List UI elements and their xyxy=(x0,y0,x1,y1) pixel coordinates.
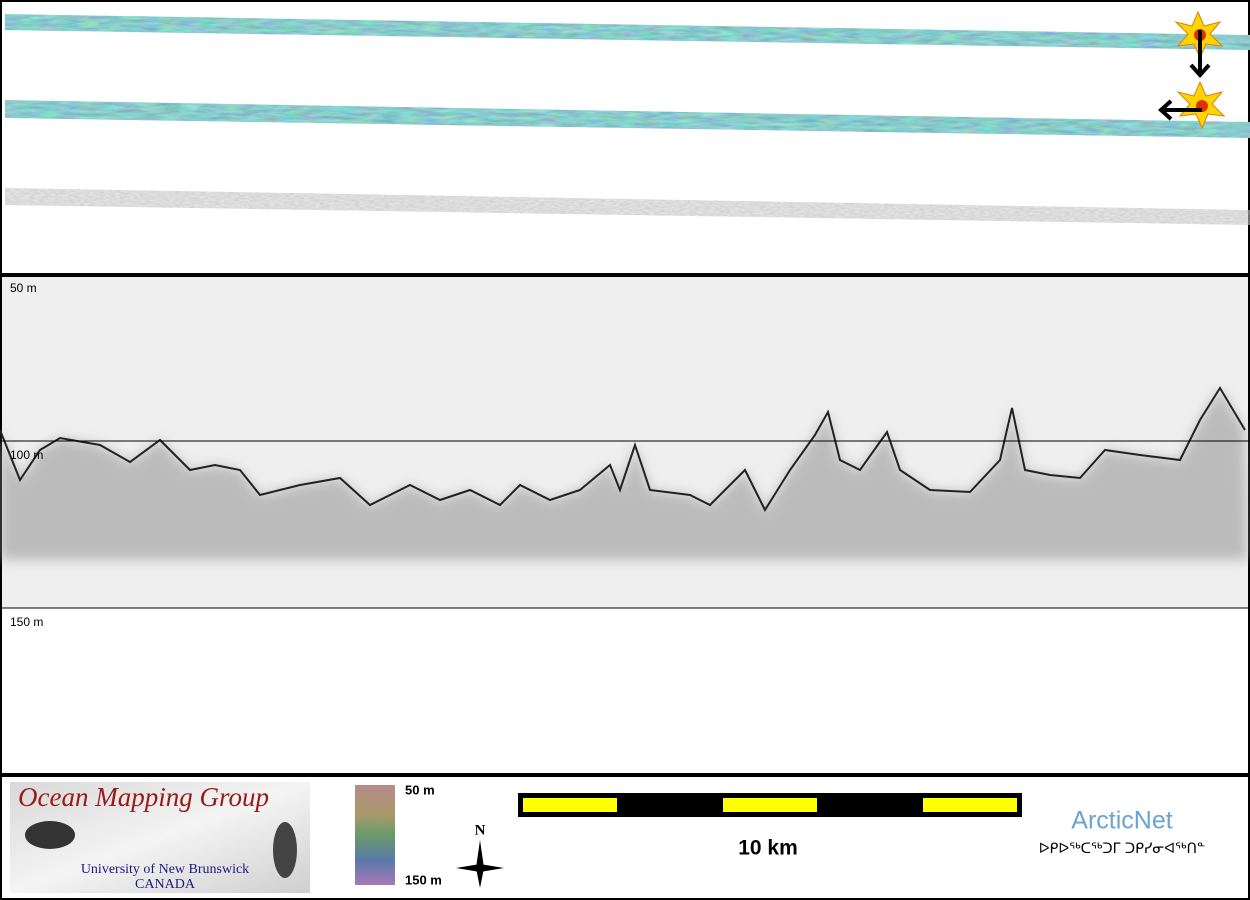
colorbar-label: 150 m xyxy=(405,872,442,887)
logo-university: University of New Brunswick xyxy=(81,862,249,877)
partner-syllabics: ᐅᑭᐅᖅᑕᖅᑐᒥ ᑐᑭᓯᓂᐊᖅᑎᓐ xyxy=(1039,841,1205,857)
arrow xyxy=(1158,99,1202,121)
depth-label: 100 m xyxy=(10,448,43,462)
scale-segment xyxy=(723,798,817,812)
scale-segment xyxy=(523,798,617,812)
scale-label: 10 km xyxy=(738,837,798,860)
separator xyxy=(0,773,1250,777)
sub-bottom-echo xyxy=(0,388,1248,560)
depth-label: 150 m xyxy=(10,615,43,629)
logo-country: CANADA xyxy=(135,877,196,892)
arrow xyxy=(1189,30,1211,78)
logo-fish xyxy=(273,822,297,878)
depth-label: 50 m xyxy=(10,281,37,295)
swath xyxy=(5,14,1250,50)
logo-fish xyxy=(25,821,75,849)
separator xyxy=(0,273,1250,277)
colorbar-label: 50 m xyxy=(405,782,435,797)
logo-title: Ocean Mapping Group xyxy=(18,782,269,812)
north-arrow xyxy=(456,864,504,872)
partner-name: ArcticNet xyxy=(1071,807,1172,835)
seafloor xyxy=(0,386,1246,513)
swath xyxy=(5,188,1250,225)
north-label: N xyxy=(475,822,486,838)
swath xyxy=(5,100,1250,138)
scale-segment xyxy=(923,798,1017,812)
colorbar xyxy=(355,785,395,885)
